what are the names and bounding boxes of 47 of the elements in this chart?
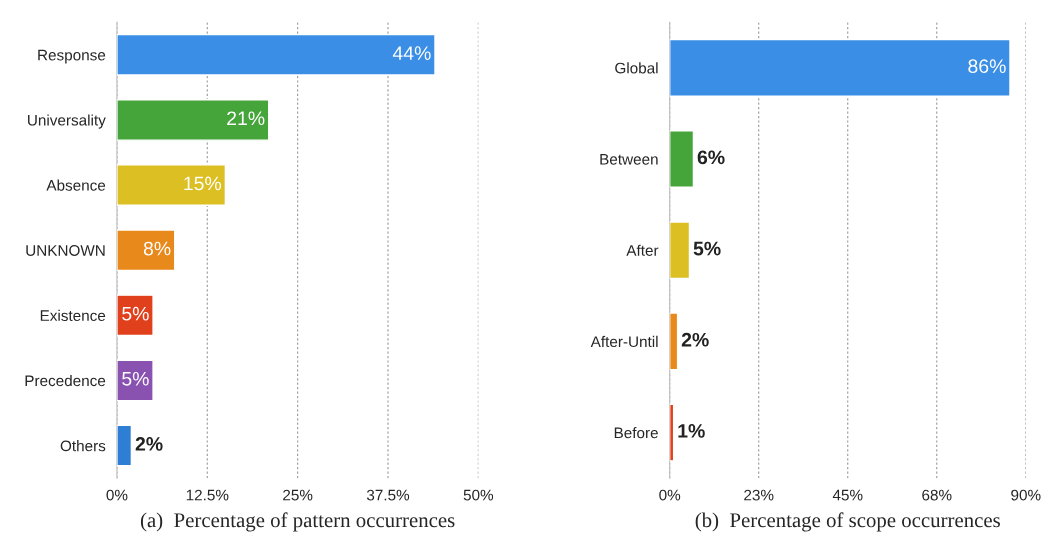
- data-label: 5%: [122, 372, 149, 386]
- data-label: 1%: [678, 424, 705, 438]
- y-tick-label: UNKNOWN: [26, 245, 105, 256]
- x-tick-label: 0%: [106, 489, 128, 501]
- x-tick-label: 25%: [283, 489, 313, 501]
- y-tick-label: Universality: [28, 114, 106, 129]
- y-tick-label: Others: [60, 440, 106, 452]
- data-label: 5%: [693, 241, 721, 256]
- x-tick-label: 23%: [744, 489, 774, 501]
- data-label: 21%: [227, 111, 265, 126]
- data-label: 44%: [392, 46, 431, 60]
- x-tick-label: 50%: [463, 489, 494, 501]
- y-tick-label: Before: [614, 427, 658, 439]
- x-tick-label: 45%: [832, 489, 863, 501]
- bar: [116, 164, 227, 206]
- bar: [116, 294, 154, 337]
- y-tick-label: Precedence: [25, 374, 106, 387]
- y-tick-label: Absence: [46, 179, 106, 191]
- bar: [116, 359, 154, 402]
- y-tick-label: Existence: [40, 309, 106, 322]
- bar: [669, 130, 695, 188]
- bar: [116, 229, 176, 272]
- data-label: 8%: [143, 241, 171, 256]
- y-tick-label: After-Until: [590, 335, 658, 348]
- data-label: 5%: [122, 306, 149, 321]
- data-label: 86%: [968, 59, 1006, 74]
- y-tick-label: Global: [615, 62, 658, 74]
- bar: [669, 38, 1011, 97]
- text: (b) Percentage of scope occurrences: [695, 512, 1000, 532]
- data-label: 6%: [697, 150, 725, 165]
- x-tick-label: 37.5%: [366, 489, 410, 501]
- bar: [116, 99, 270, 141]
- bar: [116, 33, 436, 76]
- text: (a) Percentage of pattern occurrences: [140, 512, 455, 532]
- x-tick-label: 90%: [1011, 489, 1041, 501]
- data-label: 2%: [681, 332, 709, 347]
- x-tick-label: 0%: [659, 489, 681, 501]
- y-tick-label: Response: [38, 49, 106, 64]
- y-tick-label: After: [626, 244, 659, 256]
- bar: [669, 221, 691, 280]
- y-tick-label: Between: [600, 154, 658, 165]
- bar: [669, 312, 679, 371]
- bar: [116, 424, 133, 467]
- data-label: 2%: [135, 437, 163, 451]
- data-label: 15%: [184, 176, 222, 191]
- x-tick-label: 12.5%: [186, 489, 229, 501]
- x-tick-label: 68%: [922, 489, 952, 501]
